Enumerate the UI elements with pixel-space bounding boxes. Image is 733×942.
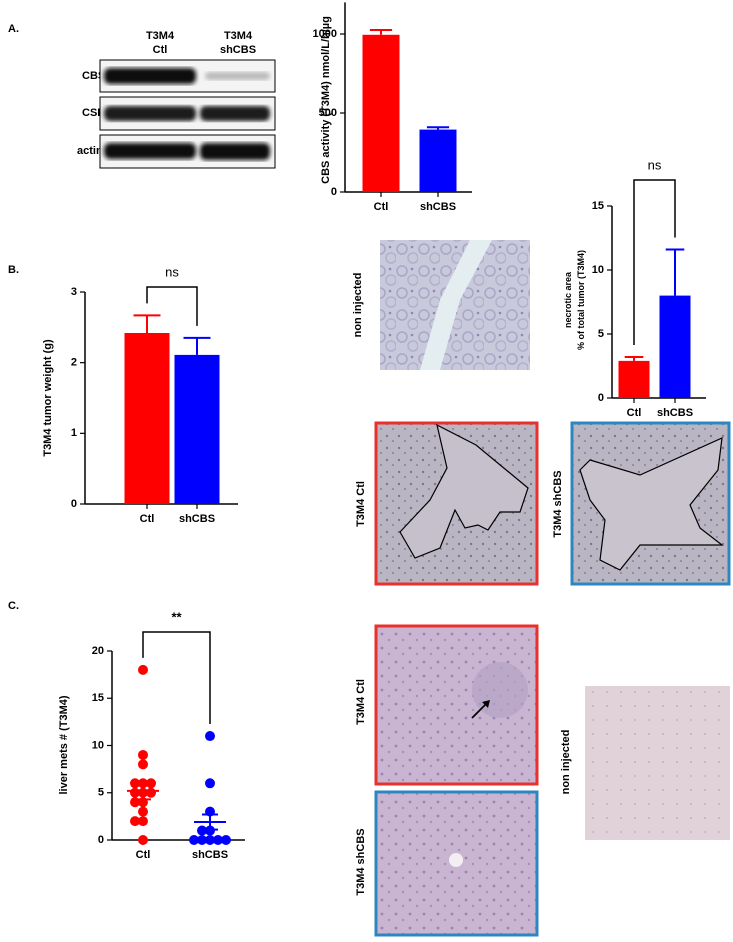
y-tick-label: 10	[592, 264, 604, 276]
significance-label: ns	[648, 157, 662, 172]
data-point	[138, 759, 148, 770]
data-point	[205, 778, 215, 789]
blot-row-label: CSE	[82, 107, 105, 119]
bar	[659, 295, 691, 398]
data-point	[197, 835, 207, 845]
image-label: T3M4 shCBS	[355, 828, 367, 895]
image-label: non injected	[352, 273, 364, 338]
data-point	[146, 787, 156, 798]
bar	[124, 332, 170, 504]
bar	[618, 360, 650, 398]
data-point	[130, 816, 140, 827]
data-point	[205, 835, 215, 845]
panel-label: B.	[8, 264, 19, 276]
y-tick-label: 500	[319, 107, 337, 119]
y-tick-label: 0	[598, 392, 604, 404]
x-tick-label: Ctl	[627, 407, 642, 419]
data-point	[138, 816, 148, 827]
data-point	[138, 806, 148, 817]
necrotic-outline	[579, 437, 724, 571]
x-tick-label: shCBS	[420, 201, 456, 213]
x-tick-label: shCBS	[192, 849, 228, 861]
significance-label: **	[171, 609, 182, 624]
histology-detail	[420, 240, 492, 370]
data-point	[130, 787, 140, 798]
significance-bracket	[142, 631, 211, 725]
y-tick-label: 0	[98, 834, 104, 846]
data-point	[213, 835, 223, 845]
y-axis-label: % of total tumor (T3M4)	[576, 250, 586, 350]
lane-label: T3M4	[224, 30, 253, 42]
y-axis-label: CBS activity (T3M4) nmol/L/h/µg	[320, 16, 332, 184]
data-point	[138, 664, 148, 675]
y-tick-label: 15	[592, 200, 604, 212]
data-point	[189, 835, 199, 845]
y-tick-label: 10	[92, 739, 104, 751]
significance-label: ns	[165, 264, 179, 279]
y-tick-label: 20	[92, 645, 104, 657]
blot-row-label: CBS	[82, 70, 105, 82]
histology-image	[585, 686, 730, 840]
necrotic-outline	[399, 423, 529, 559]
arrow-head	[482, 700, 490, 708]
data-point	[138, 835, 148, 845]
y-tick-label: 5	[98, 787, 104, 799]
panel-label: A.	[8, 23, 19, 35]
y-tick-label: 15	[92, 692, 104, 704]
data-point	[138, 749, 148, 760]
data-point	[221, 835, 231, 845]
data-point	[205, 731, 215, 742]
x-tick-label: shCBS	[179, 513, 215, 525]
significance-bracket	[146, 286, 198, 326]
lane-label: T3M4	[146, 30, 175, 42]
image-label: non injected	[560, 730, 572, 795]
bar	[419, 129, 457, 192]
image-label: T3M4 Ctl	[355, 481, 367, 527]
image-label: T3M4 Ctl	[355, 679, 367, 725]
y-axis-label: necrotic area	[563, 271, 573, 328]
x-tick-label: shCBS	[657, 407, 693, 419]
y-tick-label: 0	[71, 498, 77, 510]
x-tick-label: Ctl	[136, 849, 151, 861]
y-axis-label: T3M4 tumor weight (g)	[42, 339, 54, 457]
x-tick-label: Ctl	[374, 201, 389, 213]
bar	[174, 354, 220, 504]
significance-bracket	[633, 179, 676, 346]
y-tick-label: 5	[598, 328, 604, 340]
y-tick-label: 3	[71, 286, 77, 298]
y-tick-label: 1	[71, 427, 77, 439]
x-tick-label: Ctl	[140, 513, 155, 525]
panel-label: C.	[8, 600, 19, 612]
blot	[99, 59, 276, 169]
bar	[362, 34, 400, 192]
y-tick-label: 1000	[313, 28, 337, 40]
y-tick-label: 0	[331, 186, 337, 198]
y-tick-label: 2	[71, 357, 77, 369]
histology-detail	[449, 853, 463, 867]
y-axis-label: liver mets # (T3M4)	[58, 695, 70, 794]
image-label: T3M4 shCBS	[552, 470, 564, 537]
blot-row-label: actin	[77, 145, 103, 157]
lane-label: shCBS	[220, 44, 256, 56]
lane-label: Ctl	[153, 44, 168, 56]
